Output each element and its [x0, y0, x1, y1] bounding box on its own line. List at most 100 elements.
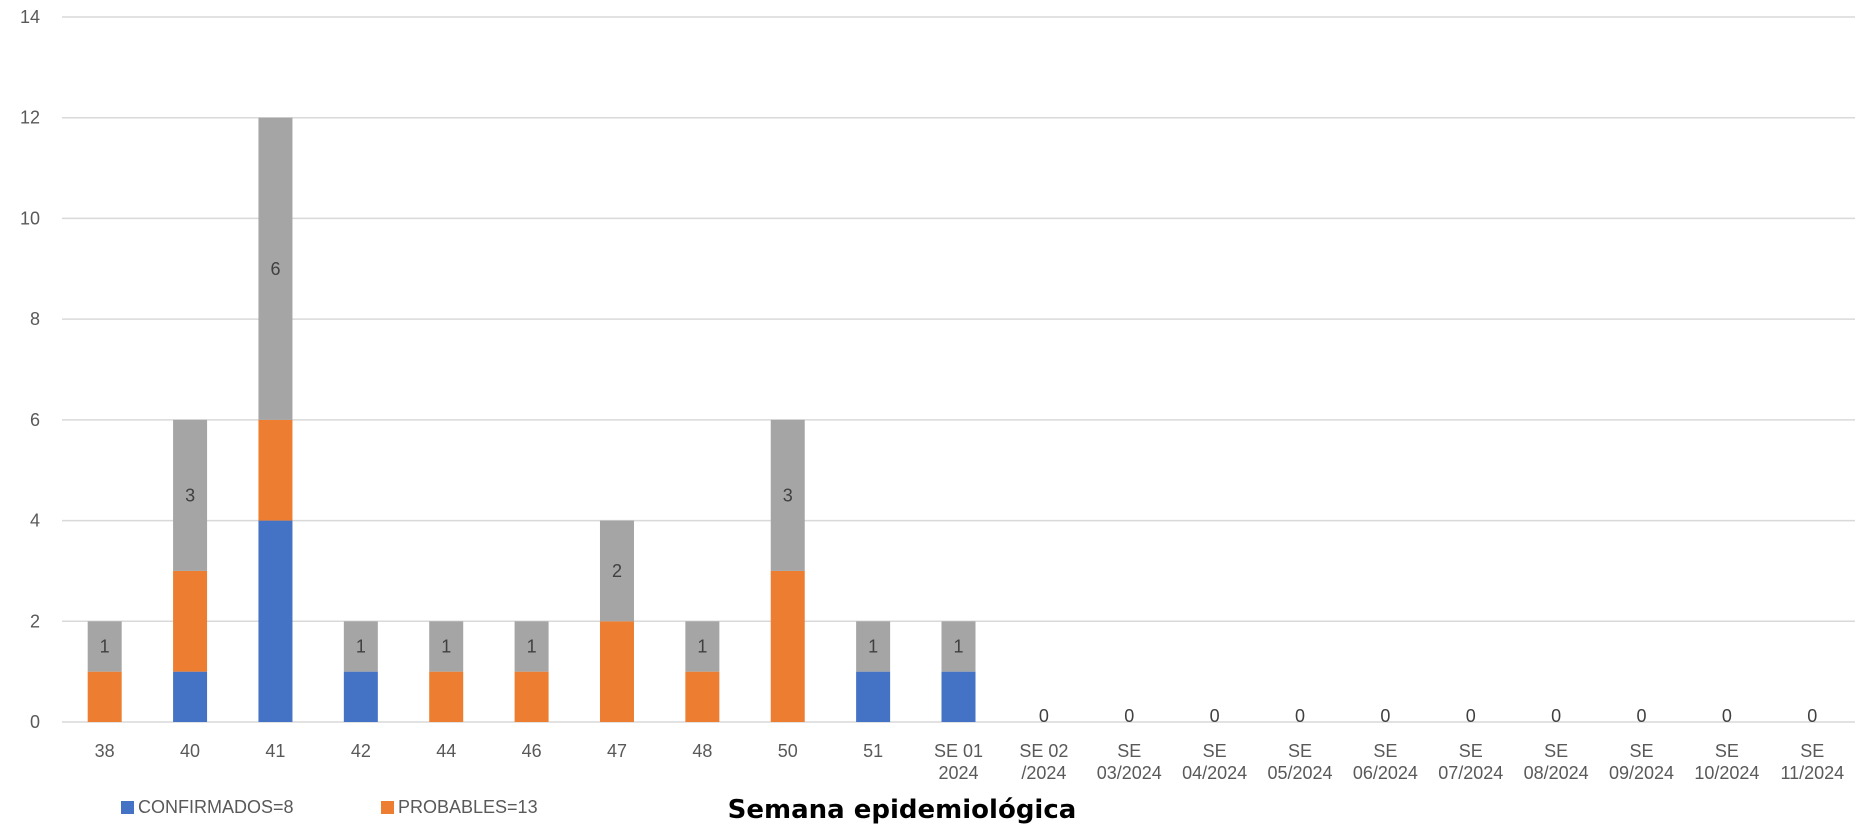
- data-label: 0: [1124, 706, 1134, 726]
- x-tick-label-line: SE: [1203, 741, 1227, 761]
- x-tick-label: SE 06/2024: [1353, 741, 1418, 783]
- data-label: 3: [783, 485, 793, 505]
- bar-segment: [87, 671, 122, 722]
- data-label: 1: [697, 636, 707, 656]
- x-tick-label-line: 05/2024: [1267, 763, 1332, 783]
- bar-segment: [429, 671, 464, 722]
- bar-segment: [941, 621, 976, 672]
- x-tick-label-line: 42: [351, 741, 371, 761]
- x-tick-label-line: 46: [522, 741, 542, 761]
- bar-segment: [514, 621, 549, 672]
- x-tick-label-line: 11/2024: [1780, 763, 1844, 783]
- bar-segment: [856, 621, 891, 672]
- legend-swatch-probables: [381, 801, 394, 814]
- data-label: 6: [270, 259, 280, 279]
- bar-segment: [258, 419, 293, 521]
- y-tick-label: 6: [30, 410, 40, 430]
- data-label: 0: [1807, 706, 1817, 726]
- data-label: 0: [1551, 706, 1561, 726]
- bar-segment: [343, 671, 378, 722]
- x-tick-label-line: 04/2024: [1182, 763, 1247, 783]
- x-tick-label: SE 05/2024: [1267, 741, 1332, 783]
- x-tick-label-line: 51: [863, 741, 883, 761]
- x-tick-label: SE 11/2024: [1780, 741, 1844, 783]
- data-label: 2: [612, 561, 622, 581]
- bar-segment: [173, 419, 208, 571]
- bar-segment: [514, 671, 549, 722]
- x-tick-label: 44: [436, 741, 456, 761]
- data-label: 1: [441, 636, 451, 656]
- gridlines: [62, 16, 1855, 723]
- x-tick-label: SE 01 2024: [934, 741, 983, 783]
- x-tick-label: 47: [607, 741, 627, 761]
- y-tick-label: 4: [30, 511, 40, 531]
- bar-segment: [685, 621, 720, 672]
- x-tick-label-line: /2024: [1021, 763, 1066, 783]
- x-tick-label: 41: [265, 741, 285, 761]
- bar-segment: [856, 671, 891, 722]
- x-tick-label-line: 47: [607, 741, 627, 761]
- data-label: 0: [1380, 706, 1390, 726]
- x-tick-label: SE 08/2024: [1524, 741, 1589, 783]
- y-tick-label: 10: [20, 208, 40, 228]
- x-tick-label: 46: [522, 741, 542, 761]
- legend-swatch-confirmados: [121, 801, 134, 814]
- bar-segment: [599, 520, 634, 622]
- x-tick-label-line: SE: [1117, 741, 1141, 761]
- x-tick-label-line: 08/2024: [1524, 763, 1589, 783]
- bars: [87, 117, 976, 722]
- bar-segment: [173, 671, 208, 722]
- data-label: 0: [1466, 706, 1476, 726]
- data-labels: 1 3 6 1 1 1 2 1 3 1 1 0 0 0 0 0 0 0 0 0 0: [100, 259, 1818, 726]
- x-tick-label-line: SE 01: [934, 741, 983, 761]
- x-tick-label-line: SE: [1630, 741, 1654, 761]
- data-label: 0: [1210, 706, 1220, 726]
- x-tick-label-line: 10/2024: [1694, 763, 1759, 783]
- data-label: 0: [1637, 706, 1647, 726]
- x-tick-label-line: SE: [1373, 741, 1397, 761]
- legend-confirmados: CONFIRMADOS=8: [121, 797, 294, 818]
- x-tick-label-line: 48: [692, 741, 712, 761]
- x-tick-label-line: SE: [1459, 741, 1483, 761]
- y-tick-label: 0: [30, 712, 40, 732]
- x-tick-label-line: SE: [1715, 741, 1739, 761]
- bar-segment: [770, 570, 805, 722]
- x-tick-label-line: 07/2024: [1438, 763, 1503, 783]
- x-tick-label: SE 02/2024: [1019, 741, 1068, 783]
- bar-segment: [429, 621, 464, 672]
- data-label: 1: [356, 636, 366, 656]
- x-tick-label-line: 40: [180, 741, 200, 761]
- data-label: 1: [527, 636, 537, 656]
- data-label: 0: [1722, 706, 1732, 726]
- x-tick-label-line: 06/2024: [1353, 763, 1418, 783]
- y-axis-ticks: 0 2 4 6 8 10 12 14: [20, 7, 40, 732]
- x-tick-label-line: 09/2024: [1609, 763, 1674, 783]
- data-label: 0: [1295, 706, 1305, 726]
- data-label: 3: [185, 485, 195, 505]
- legend-label-probables: PROBABLES=13: [398, 797, 538, 817]
- x-tick-label-line: SE 02: [1019, 741, 1068, 761]
- bar-segment: [87, 621, 122, 672]
- bar-segment: [770, 419, 805, 571]
- x-tick-label: 40: [180, 741, 200, 761]
- bar-segment: [685, 671, 720, 722]
- y-tick-label: 14: [20, 7, 40, 27]
- x-tick-label: SE 03/2024: [1097, 741, 1162, 783]
- bar-segment: [599, 621, 634, 722]
- bar-segment: [343, 621, 378, 672]
- x-tick-label: SE 10/2024: [1694, 741, 1759, 783]
- x-tick-label: 38: [95, 741, 115, 761]
- data-label: 1: [868, 636, 878, 656]
- x-tick-label: 50: [778, 741, 798, 761]
- bar-segment: [941, 671, 976, 722]
- bar-segment: [173, 570, 208, 672]
- x-tick-label: 42: [351, 741, 371, 761]
- x-tick-label-line: 41: [265, 741, 285, 761]
- bar-segment: [258, 117, 293, 420]
- x-tick-label: SE 04/2024: [1182, 741, 1247, 783]
- data-label: 1: [953, 636, 963, 656]
- x-tick-label: 48: [692, 741, 712, 761]
- x-tick-label-line: 03/2024: [1097, 763, 1162, 783]
